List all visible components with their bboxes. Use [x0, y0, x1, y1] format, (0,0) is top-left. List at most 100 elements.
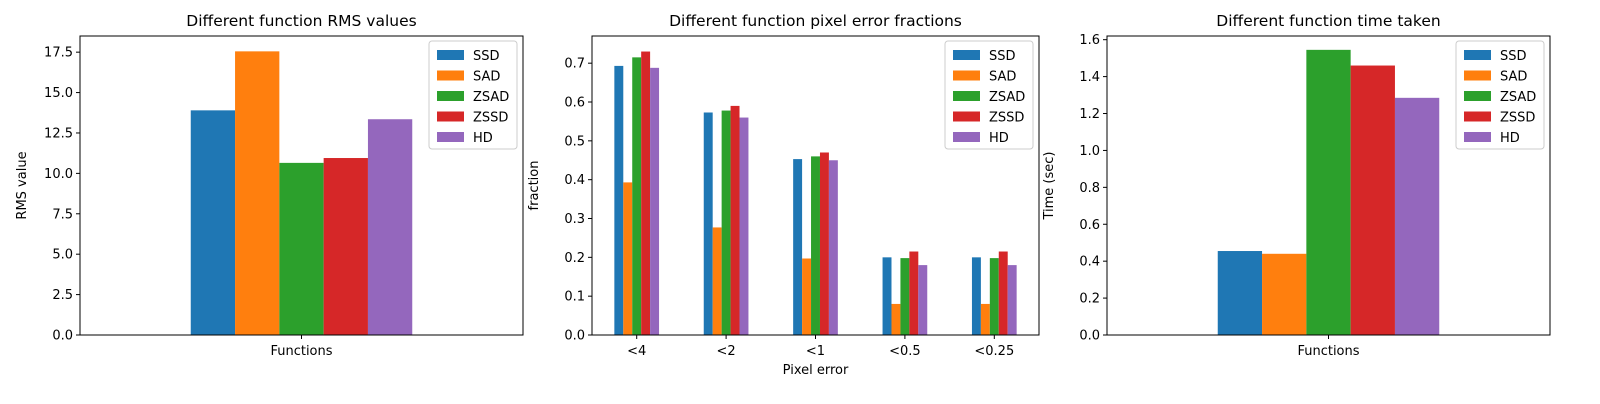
x-tick-label: Functions	[1297, 344, 1359, 359]
y-tick-label: 10.0	[44, 167, 73, 182]
y-tick-label: 1.0	[1079, 144, 1100, 159]
y-tick-label: 1.2	[1079, 107, 1100, 122]
y-tick-label: 12.5	[44, 126, 73, 141]
legend-label-ssd: SSD	[989, 49, 1016, 64]
bar-hd-1	[650, 67, 660, 336]
bar-zsad-3	[811, 156, 820, 335]
legend-label-zssd: ZSSD	[989, 111, 1024, 126]
bar-zssd-1	[641, 51, 651, 335]
legend-swatch-sad	[437, 70, 464, 81]
legend-label-sad: SAD	[473, 70, 500, 85]
y-tick-label: 0.0	[52, 329, 73, 344]
y-axis-label: Time (sec)	[1042, 151, 1057, 220]
bar-zssd-5	[998, 251, 1008, 335]
chart-panel-3: Functions 0.0 0.2 0.4 0.6 0.8 1.0 1.2 1.4 1.6 Diff…	[1042, 12, 1551, 359]
legend-label-sad: SAD	[1500, 70, 1527, 85]
legend-swatch-ssd	[953, 50, 980, 60]
legend-swatch-zssd	[1464, 111, 1491, 122]
legend-swatch-ssd	[1464, 50, 1491, 60]
bar-sad-2	[712, 227, 722, 335]
legend-label-hd: HD	[1500, 131, 1520, 146]
y-tick-label: 0.1	[564, 290, 585, 305]
bar-zssd-1	[1350, 65, 1395, 336]
legend-box	[428, 40, 518, 150]
bar-ssd-2	[703, 112, 713, 335]
legend-label-zssd: ZSSD	[1500, 111, 1535, 126]
legend-swatch-zsad	[953, 91, 980, 101]
bar-ssd-1	[614, 65, 624, 336]
plot-frame	[79, 35, 524, 336]
bar-zsad-5	[989, 258, 999, 335]
bar-hd-4	[918, 265, 928, 335]
bar-hd-2	[739, 117, 749, 335]
legend-label-zsad: ZSAD	[1500, 90, 1536, 105]
y-tick-label: 0.4	[1079, 255, 1100, 270]
chart-title: Different function RMS values	[186, 12, 416, 30]
y-tick-label: 5.0	[52, 248, 73, 263]
x-axis-label: Pixel error	[783, 363, 849, 378]
bar-hd-5	[1007, 265, 1017, 335]
y-tick-label: 0.6	[564, 96, 585, 111]
y-tick-label: 17.5	[44, 46, 73, 61]
y-tick-label: 0.5	[564, 134, 585, 149]
legend-swatch-sad	[953, 70, 980, 81]
legend-label-ssd: SSD	[473, 49, 500, 64]
x-tick-label: <1	[806, 344, 825, 359]
y-tick-label: 1.4	[1079, 70, 1100, 85]
y-tick-label: 0.0	[564, 329, 585, 344]
y-tick-label: 0.2	[564, 251, 585, 266]
chart-title: Different function time taken	[1216, 12, 1440, 30]
y-tick-label: 0.8	[1079, 181, 1100, 196]
legend-swatch-ssd	[437, 50, 464, 60]
plot-frame	[1106, 35, 1551, 336]
y-tick-label: 0.6	[1079, 218, 1100, 233]
chart-panel-2: <4 <2 <1 <0.5 <0.25 0.0 0.1 0.2 0.3 0.4 0.5 0.6 0.7 D…	[527, 12, 1040, 378]
bar-sad-1	[1262, 253, 1307, 335]
x-tick-label: <0.5	[889, 344, 921, 359]
bar-zssd-1	[323, 158, 368, 335]
legend-swatch-zssd	[437, 111, 464, 122]
bar-sad-4	[891, 303, 901, 335]
bar-hd-1	[367, 119, 413, 335]
legend-box	[1455, 40, 1545, 150]
y-axis-label: RMS value	[15, 151, 30, 219]
bar-zssd-4	[909, 251, 919, 335]
legend-swatch-hd	[437, 132, 464, 142]
legend-swatch-zsad	[1464, 91, 1491, 101]
legend-label-zsad: ZSAD	[989, 90, 1025, 105]
bar-hd-1	[1394, 97, 1440, 335]
legend-swatch-hd	[1464, 132, 1491, 142]
bar-sad-1	[623, 182, 633, 335]
bar-zssd-2	[730, 105, 740, 335]
bar-ssd-4	[882, 257, 892, 335]
y-tick-label: 1.6	[1079, 33, 1100, 48]
legend-label-zssd: ZSSD	[473, 111, 508, 126]
y-tick-label: 7.5	[52, 207, 73, 222]
chart-panel-1: Functions 0.0 2.5 5.0 7.5 10.0 12.5 15.0 17.5 Dif…	[15, 12, 524, 359]
bar-zsad-2	[721, 110, 731, 335]
legend-swatch-sad	[1464, 70, 1491, 81]
bar-sad-1	[235, 51, 280, 335]
plot-frame	[591, 35, 1040, 336]
legend-box	[944, 40, 1034, 150]
bar-sad-5	[980, 303, 990, 335]
y-tick-label: 0.3	[564, 212, 585, 227]
x-tick-label: <2	[717, 344, 736, 359]
bar-hd-3	[828, 160, 838, 335]
bar-zsad-1	[1306, 49, 1351, 336]
legend-swatch-hd	[953, 132, 980, 142]
bar-zsad-1	[632, 57, 642, 335]
legend-label-zsad: ZSAD	[473, 90, 509, 105]
legend-label-hd: HD	[473, 131, 493, 146]
y-tick-label: 15.0	[44, 86, 73, 101]
y-axis-label: fraction	[527, 161, 542, 211]
bar-sad-3	[802, 258, 812, 335]
legend: SSD SAD ZSAD ZSSD HD	[1455, 40, 1545, 150]
legend-swatch-zssd	[953, 111, 980, 122]
x-tick-label: Functions	[270, 344, 332, 359]
bar-ssd-5	[971, 257, 981, 335]
bar-zsad-1	[279, 162, 324, 335]
legend-label-hd: HD	[989, 131, 1009, 146]
legend-label-ssd: SSD	[1500, 49, 1527, 64]
